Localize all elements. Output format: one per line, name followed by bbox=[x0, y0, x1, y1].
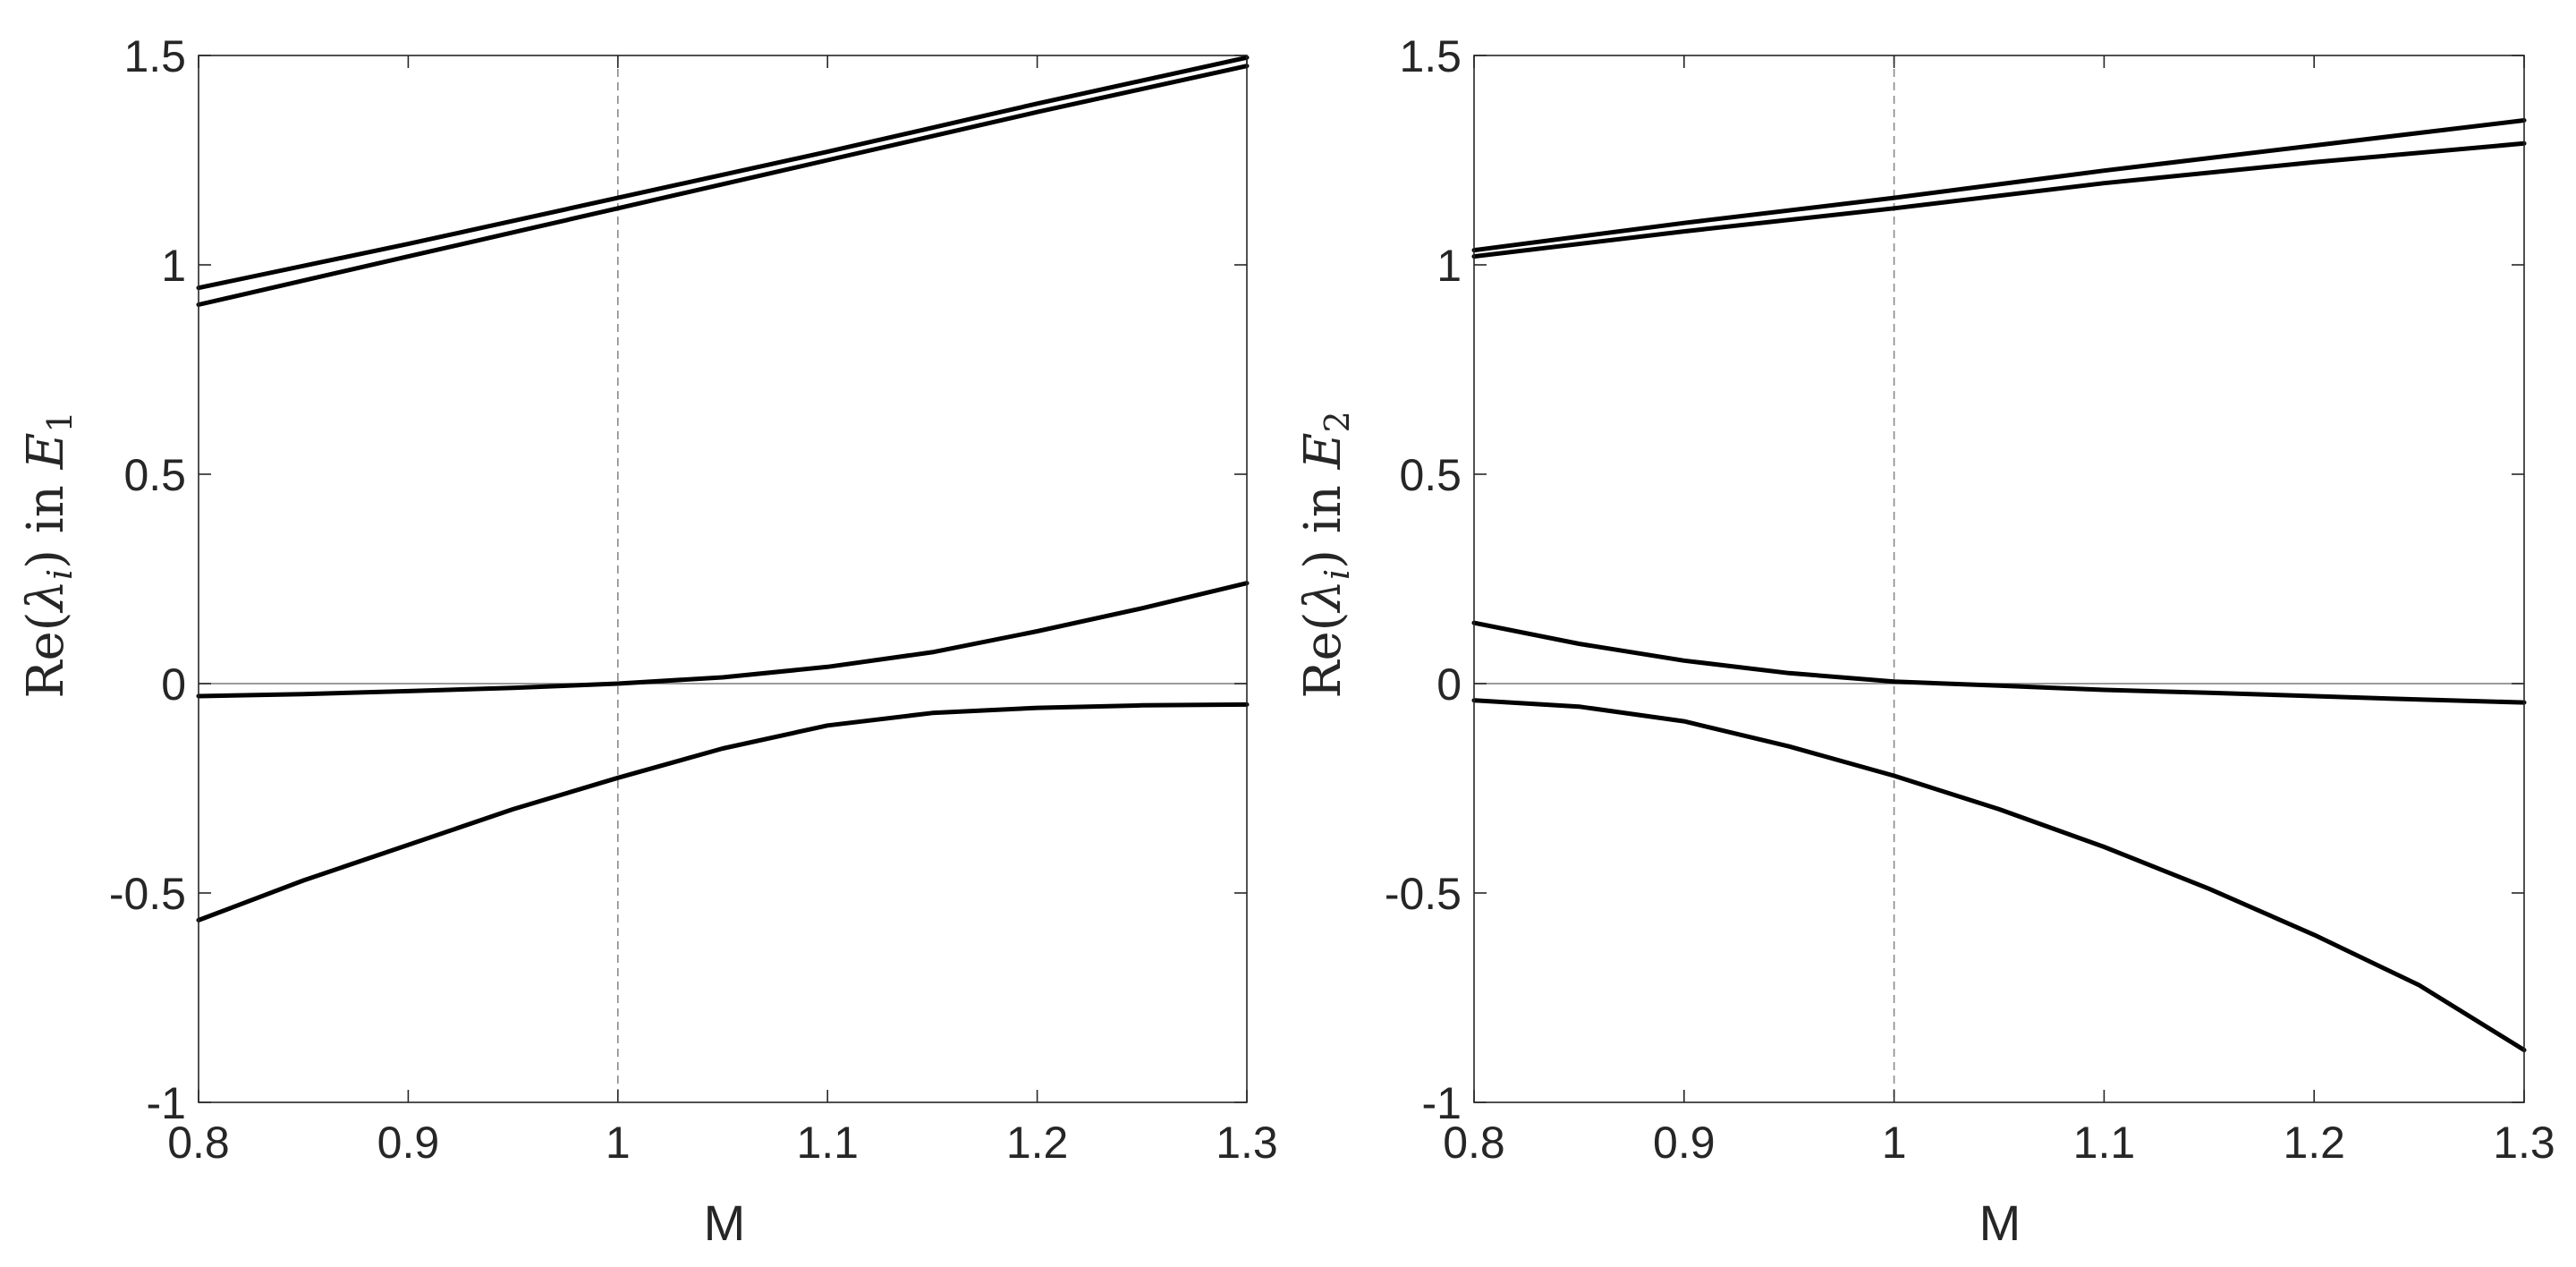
y-tick-label: -0.5 bbox=[1385, 869, 1462, 919]
series-line-branch-4 bbox=[196, 702, 1250, 923]
series-line-branch-2 bbox=[1471, 140, 2527, 259]
x-axis-label: M bbox=[1979, 1195, 2021, 1251]
y-tick-label: -1 bbox=[1422, 1078, 1462, 1128]
x-tick-label: 0.9 bbox=[377, 1118, 440, 1168]
right-plot-e2: Re(λi) in E2 M 0.8 0.9 1 1.1 1.2 1.3 -1 -0.5 0 0.… bbox=[1294, 31, 2555, 1251]
y-tick-label: 1.5 bbox=[1399, 31, 1462, 81]
x-tick-label: 1.1 bbox=[2073, 1118, 2136, 1168]
y-tick-label: 0 bbox=[161, 659, 186, 710]
y-tick-label: 1 bbox=[161, 241, 186, 291]
series-line-branch-3 bbox=[1471, 620, 2527, 705]
y-tick-label: 1 bbox=[1436, 241, 1462, 291]
x-tick-label: 0.9 bbox=[1653, 1118, 1716, 1168]
series-line-branch-4 bbox=[1471, 698, 2527, 1052]
x-axis-label: M bbox=[704, 1195, 746, 1251]
series-line-branch-3 bbox=[196, 581, 1250, 699]
y-tick-label: -1 bbox=[147, 1078, 186, 1128]
series-line-branch-2 bbox=[196, 64, 1250, 307]
x-tick-label: 1 bbox=[606, 1118, 631, 1168]
plot-area-frame bbox=[198, 55, 1248, 1103]
series-line-branch-1 bbox=[196, 55, 1250, 291]
x-tick-label: 1.2 bbox=[1006, 1118, 1069, 1168]
y-tick-label: 0 bbox=[1436, 659, 1462, 710]
y-tick-label: -0.5 bbox=[109, 869, 186, 919]
y-tick-label: 1.5 bbox=[123, 31, 186, 81]
series-line-branch-1 bbox=[1471, 118, 2527, 253]
x-tick-label: 1 bbox=[1882, 1118, 1907, 1168]
x-tick-label: 1.3 bbox=[2493, 1118, 2555, 1168]
x-tick-label: 1.3 bbox=[1216, 1118, 1278, 1168]
y-axis-label: Re(λi) in E1 bbox=[17, 411, 80, 698]
y-tick-label: 0.5 bbox=[123, 450, 186, 500]
y-tick-label: 0.5 bbox=[1399, 450, 1462, 500]
x-tick-label: 1.1 bbox=[796, 1118, 859, 1168]
x-tick-label: 1.2 bbox=[2283, 1118, 2345, 1168]
left-plot-e1: Re(λi) in E1 M 0.8 0.9 1 1.1 1.2 1.3 -1 -0.5 0 0.… bbox=[17, 31, 1278, 1251]
x-tick-label: 0.8 bbox=[1443, 1118, 1505, 1168]
plot-area-frame bbox=[1473, 55, 2525, 1103]
y-axis-label: Re(λi) in E2 bbox=[1294, 411, 1357, 698]
x-tick-label: 0.8 bbox=[167, 1118, 230, 1168]
